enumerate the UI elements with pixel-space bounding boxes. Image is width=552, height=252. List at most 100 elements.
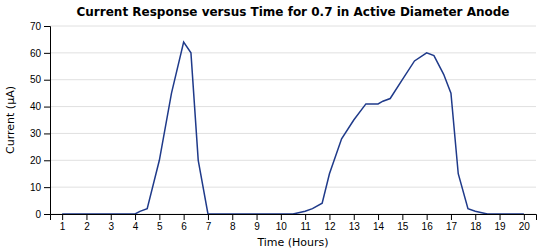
tick: 5: [157, 214, 163, 232]
tick-label: 70: [30, 21, 42, 32]
tick-label: 11: [300, 221, 311, 232]
tick: 10: [276, 214, 288, 232]
tick-label: 3: [108, 221, 114, 232]
tick-mark: [427, 214, 428, 220]
x-axis: 1234567891011121314151617181920: [51, 214, 537, 232]
tick-label: 15: [397, 221, 409, 232]
tick-label: 0: [35, 209, 41, 220]
tick-mark: [208, 214, 209, 220]
tick: 60: [30, 48, 50, 59]
tick-mark: [329, 214, 330, 220]
tick-mark: [378, 214, 379, 220]
tick: 20: [519, 214, 531, 232]
tick-label: 10: [30, 182, 42, 193]
grid-line: [50, 160, 536, 161]
tick-mark: [402, 214, 403, 220]
tick-label: 60: [30, 48, 42, 59]
grid-line: [50, 187, 536, 188]
tick-label: 7: [206, 221, 212, 232]
tick: 16: [422, 214, 434, 232]
tick-mark: [232, 214, 233, 220]
grid-line: [50, 52, 536, 53]
tick-mark: [44, 53, 50, 54]
tick-mark: [354, 214, 355, 220]
line: [62, 42, 524, 214]
tick-mark: [281, 214, 282, 220]
y-axis-title: Current (μA): [4, 86, 17, 154]
tick-label: 20: [519, 221, 531, 232]
tick-label: 30: [30, 128, 42, 139]
tick-mark: [44, 160, 50, 161]
tick: 0: [35, 209, 50, 220]
tick-mark: [111, 214, 112, 220]
tick-mark: [62, 214, 63, 220]
tick: 70: [30, 21, 50, 32]
tick-label: 4: [133, 221, 139, 232]
tick: 15: [397, 214, 409, 232]
tick: 14: [373, 214, 385, 232]
tick: 3: [108, 214, 114, 232]
tick: 20: [30, 155, 50, 166]
tick-mark: [451, 214, 452, 220]
tick-label: 13: [349, 221, 361, 232]
tick-mark: [305, 214, 306, 220]
axis-line: [51, 215, 537, 221]
tick: 6: [181, 214, 187, 232]
tick-label: 19: [494, 221, 506, 232]
tick: 18: [470, 214, 482, 232]
tick-mark: [44, 214, 50, 215]
grid: [50, 26, 536, 214]
tick: 17: [446, 214, 458, 232]
tick-label: 20: [30, 155, 42, 166]
tick-label: 18: [470, 221, 482, 232]
tick-label: 2: [84, 221, 90, 232]
tick: 40: [30, 101, 50, 112]
y-axis: 0 10 20 30 40 50 60 70: [30, 21, 51, 220]
tick-mark: [44, 80, 50, 81]
tick-mark: [524, 214, 525, 220]
tick-label: 10: [276, 221, 288, 232]
tick-mark: [159, 214, 160, 220]
tick-label: 16: [422, 221, 434, 232]
series: [62, 42, 524, 214]
tick-mark: [184, 214, 185, 220]
tick-label: 9: [254, 221, 260, 232]
tick-label: 6: [181, 221, 187, 232]
tick-mark: [44, 26, 50, 27]
tick-label: 50: [30, 74, 42, 85]
tick: 1: [60, 214, 66, 232]
tick: 12: [324, 214, 336, 232]
tick: 19: [494, 214, 506, 232]
tick: 9: [254, 214, 260, 232]
tick-mark: [475, 214, 476, 220]
x-axis-title: Time (Hours): [256, 236, 328, 249]
tick: 50: [30, 74, 50, 85]
title: Current Response versus Time for 0.7 in …: [77, 5, 510, 19]
tick-label: 1: [60, 221, 66, 232]
tick-mark: [44, 107, 50, 108]
tick: 7: [206, 214, 212, 232]
chart: 1234567891011121314151617181920010203040…: [0, 0, 552, 252]
tick: 13: [349, 214, 361, 232]
grid-line: [50, 133, 536, 134]
grid-line: [50, 79, 536, 80]
tick-mark: [44, 133, 50, 134]
tick: 11: [300, 214, 311, 232]
tick-mark: [500, 214, 501, 220]
tick-mark: [44, 187, 50, 188]
tick-label: 12: [324, 221, 336, 232]
tick: 2: [84, 214, 90, 232]
tick-label: 17: [446, 221, 458, 232]
axis-line: [44, 27, 51, 215]
tick: 8: [230, 214, 236, 232]
tick-label: 5: [157, 221, 163, 232]
tick-label: 40: [30, 101, 42, 112]
tick-label: 8: [230, 221, 236, 232]
tick: 30: [30, 128, 50, 139]
grid-line: [50, 106, 536, 107]
tick: 4: [133, 214, 139, 232]
tick-mark: [135, 214, 136, 220]
tick: 10: [30, 182, 50, 193]
tick-mark: [86, 214, 87, 220]
grid-line: [50, 26, 536, 27]
